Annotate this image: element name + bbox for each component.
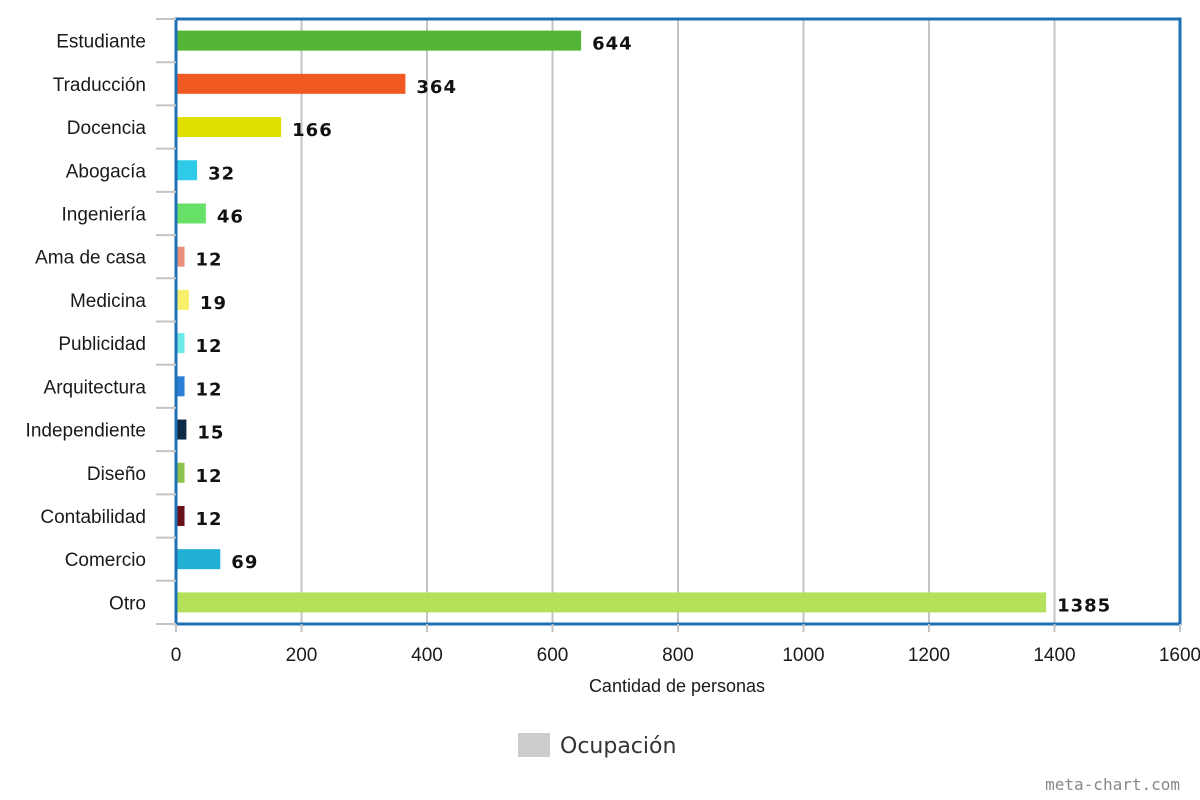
data-label: 364 <box>416 77 457 98</box>
bar[interactable] <box>177 73 406 94</box>
data-label: 12 <box>196 466 223 487</box>
category-label: Publicidad <box>58 334 146 355</box>
data-label: 166 <box>292 120 333 141</box>
bar[interactable] <box>177 246 185 267</box>
legend-label[interactable]: Ocupación <box>560 734 676 759</box>
bar[interactable] <box>177 289 189 310</box>
category-label: Independiente <box>26 421 146 442</box>
category-label: Ama de casa <box>35 248 146 269</box>
bar[interactable] <box>177 549 221 570</box>
category-label: Arquitectura <box>44 377 147 398</box>
data-label: 12 <box>196 250 223 271</box>
data-label: 46 <box>217 206 244 227</box>
x-tick-label: 600 <box>537 645 569 666</box>
x-tick-label: 1000 <box>782 645 824 666</box>
bar[interactable] <box>177 160 198 181</box>
data-label: 644 <box>592 34 633 55</box>
legend[interactable]: Ocupación <box>518 733 676 759</box>
x-tick-label: 800 <box>662 645 694 666</box>
category-label: Docencia <box>67 118 147 139</box>
data-labels: 644 364 166 32 46 12 19 12 12 15 12 12 69 1385 <box>196 34 1111 617</box>
category-label: Abogacía <box>66 161 147 182</box>
bar[interactable] <box>177 203 206 224</box>
category-labels: Estudiante Traducción Docencia Abogacía Inge… <box>26 32 147 615</box>
grid-lines <box>300 19 1056 624</box>
bar[interactable] <box>177 592 1047 613</box>
x-tick-label: 1600 <box>1159 645 1200 666</box>
category-label: Comercio <box>65 550 146 571</box>
x-tick-label: 200 <box>286 645 318 666</box>
bar[interactable] <box>177 333 185 354</box>
bar[interactable] <box>177 376 185 397</box>
bar[interactable] <box>177 505 185 526</box>
data-label: 15 <box>197 423 224 444</box>
x-tick-label: 400 <box>411 645 443 666</box>
data-label: 32 <box>208 163 235 184</box>
data-label: 69 <box>231 552 258 573</box>
x-tick-label: 1400 <box>1033 645 1075 666</box>
x-tick-label: 0 <box>171 645 182 666</box>
legend-swatch[interactable] <box>518 733 550 757</box>
bars <box>177 30 1047 613</box>
category-label: Medicina <box>70 291 146 312</box>
category-label: Traducción <box>53 75 146 96</box>
data-label: 19 <box>200 293 227 314</box>
x-axis-title: Cantidad de personas <box>589 676 765 696</box>
watermark: meta-chart.com <box>1045 775 1180 794</box>
data-label: 12 <box>196 379 223 400</box>
data-label: 1385 <box>1057 595 1111 616</box>
category-label: Otro <box>109 593 146 614</box>
data-label: 12 <box>196 509 223 530</box>
category-label: Diseño <box>87 464 146 485</box>
bar[interactable] <box>177 117 282 138</box>
bar[interactable] <box>177 419 187 440</box>
category-label: Estudiante <box>56 32 146 53</box>
bar[interactable] <box>177 462 185 483</box>
category-label: Contabilidad <box>40 507 146 528</box>
x-axis-ticks: 0 200 400 600 800 1000 1200 1400 1600 <box>171 624 1200 666</box>
bar[interactable] <box>177 30 582 51</box>
x-tick-label: 1200 <box>908 645 950 666</box>
y-axis-ticks <box>156 18 176 625</box>
data-label: 12 <box>196 336 223 357</box>
category-label: Ingeniería <box>61 204 146 225</box>
